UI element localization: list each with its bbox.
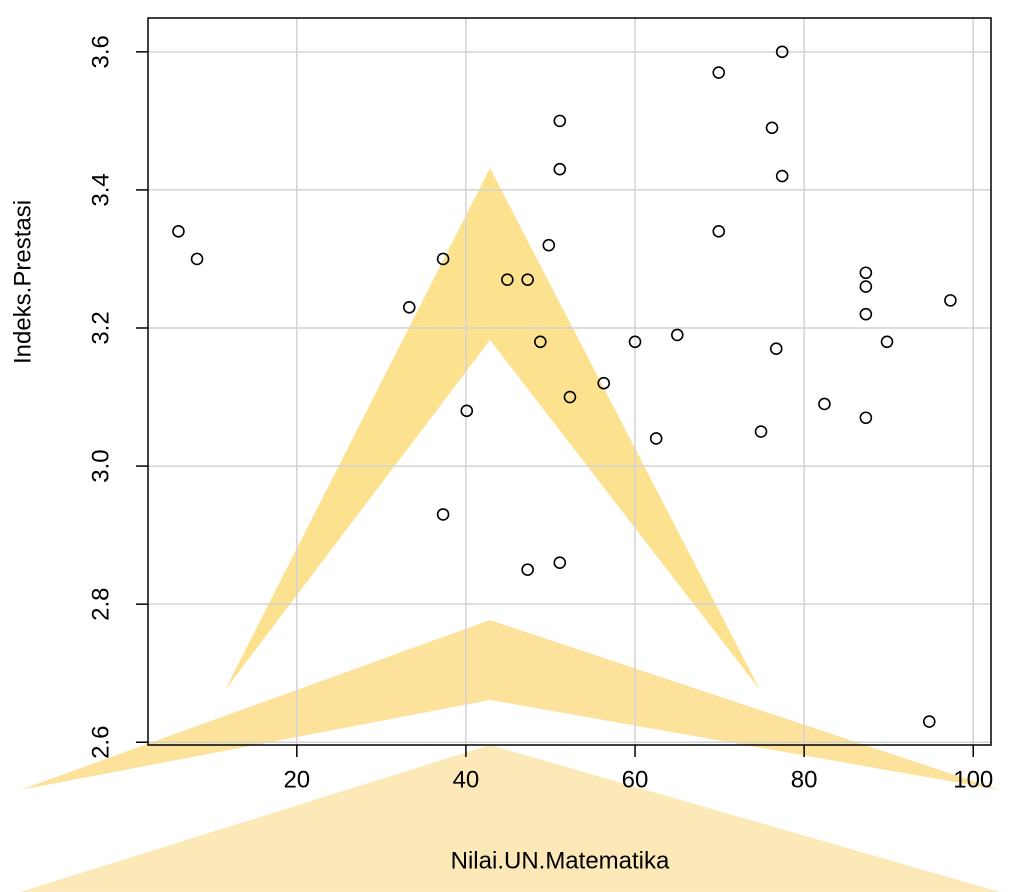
x-tick-label: 20 xyxy=(283,766,310,793)
point xyxy=(713,226,724,237)
point xyxy=(771,343,782,354)
y-tick-label: 3.2 xyxy=(87,311,114,344)
x-axis-title: Nilai.UN.Matematika xyxy=(451,847,670,874)
point xyxy=(543,240,554,251)
x-tick-label: 100 xyxy=(953,766,993,793)
point xyxy=(860,412,871,423)
point xyxy=(860,309,871,320)
point xyxy=(672,329,683,340)
point xyxy=(651,433,662,444)
point xyxy=(461,405,472,416)
y-tick-label: 2.6 xyxy=(87,726,114,759)
y-axis-title: Indeks.Prestasi xyxy=(9,200,36,364)
x-tick-label: 80 xyxy=(791,766,818,793)
point xyxy=(554,115,565,126)
watermark xyxy=(20,168,1000,892)
point xyxy=(945,295,956,306)
point xyxy=(924,716,935,727)
y-tick-label: 3.0 xyxy=(87,449,114,482)
point xyxy=(173,226,184,237)
point xyxy=(192,253,203,264)
watermark-shape xyxy=(225,168,760,690)
point xyxy=(767,122,778,133)
point xyxy=(819,398,830,409)
y-tick-label: 3.4 xyxy=(87,173,114,206)
point xyxy=(881,336,892,347)
point xyxy=(777,171,788,182)
point xyxy=(860,267,871,278)
x-tick-label: 60 xyxy=(622,766,649,793)
point xyxy=(438,509,449,520)
point xyxy=(713,67,724,78)
y-tick-label: 2.8 xyxy=(87,587,114,620)
point xyxy=(404,302,415,313)
chart: Nilai.UN.Matematika Indeks.Prestasi 20 40… xyxy=(0,0,1027,892)
point xyxy=(756,426,767,437)
x-tick-label: 40 xyxy=(453,766,480,793)
point xyxy=(522,564,533,575)
point xyxy=(554,164,565,175)
y-tick-label: 3.6 xyxy=(87,35,114,68)
point xyxy=(554,557,565,568)
point xyxy=(860,281,871,292)
